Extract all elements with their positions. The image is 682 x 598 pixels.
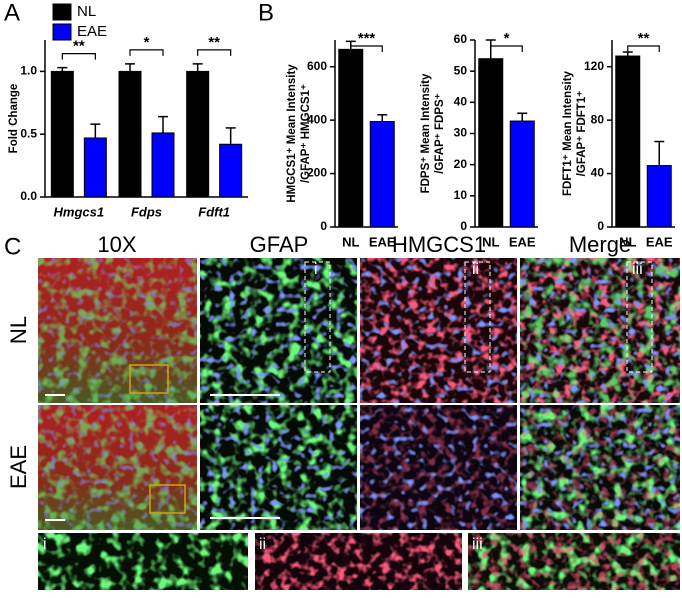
y-axis-label: FDPS⁺ Mean Intensity <box>420 73 432 193</box>
significance-bracket <box>627 45 660 52</box>
panel-label: B <box>258 0 274 26</box>
roi-box <box>129 364 169 394</box>
significance-bracket <box>490 45 523 52</box>
panel-label: A <box>4 0 20 26</box>
column-header: HMGCS1 <box>392 232 486 257</box>
bar <box>151 132 175 198</box>
y-tick-label: 0 <box>460 219 467 233</box>
x-tick-label: EAE <box>509 234 536 249</box>
bar <box>646 165 672 228</box>
y-axis-label: Fold Change <box>8 84 20 154</box>
panel-label: C <box>4 233 21 260</box>
significance-bracket <box>350 45 383 52</box>
x-tick-label: Fdft1 <box>198 204 230 219</box>
roi-box <box>464 261 491 373</box>
significance-bracket <box>129 49 164 56</box>
y-tick-label: 200 <box>307 166 327 180</box>
y-tick-label: 1.0 <box>20 64 37 78</box>
column-header: Merge <box>569 232 631 257</box>
legend-label: NL <box>77 3 96 20</box>
micrographs: i ii iii i ii iii <box>38 258 680 590</box>
y-tick-label: 0.5 <box>20 126 37 140</box>
significance-bracket <box>61 53 96 60</box>
y-axis-label: /GFAP⁺ FDPS⁺ <box>434 93 446 174</box>
roi-box <box>626 261 653 373</box>
column-header: 10X <box>97 232 136 257</box>
significance-label: ** <box>638 30 650 47</box>
bar <box>615 55 641 228</box>
y-tick-label: 0 <box>320 219 327 233</box>
roi-label: i <box>314 261 318 278</box>
column-header: GFAP <box>250 232 309 257</box>
y-tick-label: 10 <box>454 188 468 202</box>
row-header: NL <box>6 316 31 344</box>
y-tick-label: 20 <box>454 157 468 171</box>
y-axis-label: HMGCS1⁺ Mean Intensity <box>286 64 298 203</box>
significance-label: ** <box>73 38 85 55</box>
y-axis-label: /GFAP⁺ FDFT1⁺ <box>576 91 588 177</box>
y-tick-label: 60 <box>454 32 468 46</box>
bar <box>509 120 535 228</box>
row-header: EAE <box>6 445 31 489</box>
x-tick-label: EAE <box>646 234 673 249</box>
y-tick-label: 30 <box>454 126 468 140</box>
bar <box>338 48 364 228</box>
x-tick-label: NL <box>342 234 359 249</box>
bar <box>219 143 243 198</box>
y-tick-label: 40 <box>591 166 605 180</box>
roi-label: iii <box>632 261 643 278</box>
y-tick-label: 600 <box>307 59 327 73</box>
significance-label: ** <box>208 34 220 51</box>
y-axis-label: /GFAP⁺ HMGCS1⁺ <box>300 84 312 183</box>
y-axis-label: FDFT1⁺ Mean Intensity <box>562 70 574 196</box>
bar <box>478 58 504 228</box>
y-tick-label: 80 <box>591 112 605 126</box>
inset-label: ii <box>259 536 266 553</box>
bar <box>369 120 395 228</box>
roi-label: ii <box>472 261 479 278</box>
roi-box <box>304 261 331 373</box>
x-tick-label: Hmgcs1 <box>54 204 105 219</box>
x-tick-label: Fdps <box>131 204 162 219</box>
x-tick-label: EAE <box>369 234 396 249</box>
roi-box <box>149 484 186 514</box>
y-tick-label: 400 <box>307 112 327 126</box>
y-tick-label: 40 <box>454 95 468 109</box>
significance-label: * <box>144 34 150 51</box>
x-tick-label: NL <box>482 234 499 249</box>
significance-bracket <box>197 49 232 56</box>
y-tick-label: 120 <box>584 59 604 73</box>
legend-label: EAE <box>77 23 107 40</box>
bar <box>83 137 107 198</box>
y-tick-label: 0 <box>597 219 604 233</box>
legend-swatch <box>52 23 72 41</box>
inset-label: iii <box>472 536 483 553</box>
bar <box>186 70 210 198</box>
y-tick-label: 50 <box>454 63 468 77</box>
y-tick-label: 0.0 <box>20 189 37 203</box>
bar <box>118 70 142 198</box>
significance-label: *** <box>358 30 376 47</box>
legend-swatch <box>52 3 72 21</box>
x-tick-label: NL <box>619 234 636 249</box>
bar <box>50 70 74 198</box>
inset-label: i <box>43 536 47 553</box>
significance-label: * <box>504 30 510 47</box>
